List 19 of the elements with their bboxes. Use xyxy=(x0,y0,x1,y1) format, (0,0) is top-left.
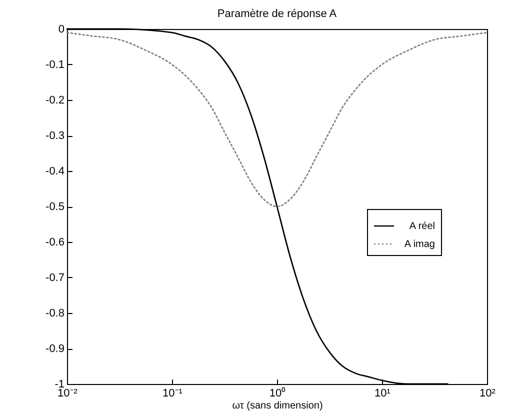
y-tick-label: -0.5 xyxy=(46,201,64,213)
y-tick-label: -0.1 xyxy=(46,59,64,71)
y-tick-label: -0.8 xyxy=(46,308,64,320)
y-tick-label: -0.9 xyxy=(46,343,64,355)
x-tick-label: 10⁻² xyxy=(58,388,78,400)
x-tick-label: 10¹ xyxy=(374,388,391,400)
chart-title: Paramètre de réponse A xyxy=(217,8,338,20)
x-tick-label: 10⁰ xyxy=(269,386,286,400)
y-tick-label: -0.4 xyxy=(46,166,64,178)
x-tick-label: 10⁻¹ xyxy=(162,388,183,400)
x-axis-title: ωτ (sans dimension) xyxy=(232,400,323,412)
y-tick-label: -0.7 xyxy=(46,272,64,284)
y-tick-label: 0 xyxy=(58,24,64,36)
legend-label: A imag xyxy=(404,239,435,250)
legend-label: A réel xyxy=(409,221,435,232)
x-tick-label: 10² xyxy=(480,388,496,400)
y-tick-label: -0.2 xyxy=(46,94,64,106)
y-tick-label: -0.3 xyxy=(46,130,64,142)
y-tick-label: -0.6 xyxy=(46,236,64,248)
